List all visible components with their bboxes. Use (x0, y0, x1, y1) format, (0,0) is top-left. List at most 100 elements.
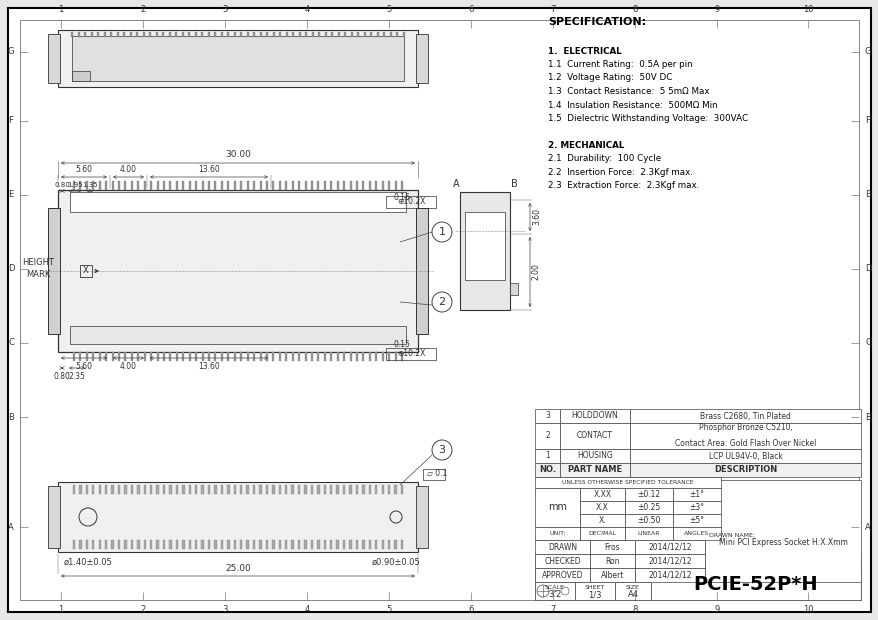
Bar (362, 485, 364, 494)
Bar (323, 352, 326, 361)
Bar (176, 540, 178, 549)
Bar (272, 540, 274, 549)
Bar (144, 181, 146, 190)
Bar (110, 32, 112, 37)
Bar (98, 181, 101, 190)
Bar (189, 181, 191, 190)
Bar (79, 352, 82, 361)
Bar (299, 32, 300, 37)
Bar (175, 32, 177, 37)
Bar (311, 485, 313, 494)
Bar (240, 32, 242, 37)
Text: 1: 1 (438, 227, 445, 237)
Bar (227, 540, 229, 549)
Bar (342, 352, 345, 361)
Bar (118, 181, 120, 190)
Text: 9: 9 (714, 6, 719, 14)
Bar (77, 32, 79, 37)
Bar (182, 540, 184, 549)
Bar (240, 540, 242, 549)
Text: 3: 3 (544, 412, 550, 420)
Bar (117, 32, 119, 37)
Text: 1.2  Voltage Rating:  50V DC: 1.2 Voltage Rating: 50V DC (547, 74, 672, 82)
Bar (387, 540, 390, 549)
Bar (259, 352, 262, 361)
Bar (673, 514, 720, 527)
Bar (630, 449, 860, 463)
Bar (169, 540, 171, 549)
Text: 13.60: 13.60 (198, 362, 220, 371)
Bar (150, 485, 152, 494)
Text: B: B (864, 412, 870, 422)
Text: 1.  ELECTRICAL: 1. ELECTRICAL (547, 46, 621, 56)
Text: SHEET: SHEET (584, 585, 604, 590)
Bar (253, 352, 255, 361)
Bar (70, 326, 406, 344)
Bar (234, 181, 235, 190)
Text: 7: 7 (550, 6, 555, 14)
Bar (84, 32, 86, 37)
Bar (350, 32, 353, 37)
Bar (325, 32, 327, 37)
Bar (304, 352, 306, 361)
Text: CHECKED: CHECKED (543, 557, 580, 565)
Text: F: F (9, 117, 13, 125)
Text: 3: 3 (222, 6, 227, 14)
Bar (336, 352, 338, 361)
Bar (71, 32, 73, 37)
Bar (80, 265, 92, 277)
Text: 10: 10 (802, 6, 813, 14)
Bar (535, 409, 559, 423)
Text: 13.60: 13.60 (198, 165, 220, 174)
Bar (284, 540, 287, 549)
Bar (112, 540, 113, 549)
Bar (370, 32, 372, 37)
Bar (349, 352, 351, 361)
Bar (201, 352, 204, 361)
Text: UNLESS OTHERWISE SPECIFIED TOLERANCE: UNLESS OTHERWISE SPECIFIED TOLERANCE (562, 480, 693, 485)
Bar (265, 540, 268, 549)
Bar (304, 485, 306, 494)
Bar (589, 554, 634, 568)
Bar (579, 501, 624, 514)
Bar (362, 181, 364, 190)
Text: HOLDDOWN: HOLDDOWN (571, 412, 617, 420)
Bar (259, 181, 262, 190)
Bar (559, 409, 630, 423)
Bar (624, 527, 673, 540)
Bar (189, 485, 191, 494)
Bar (630, 409, 860, 423)
Bar (673, 501, 720, 514)
Bar (330, 352, 332, 361)
Bar (79, 181, 82, 190)
Text: 0.15: 0.15 (393, 340, 410, 350)
Bar (394, 485, 396, 494)
Text: Brass C2680, Tin Plated: Brass C2680, Tin Plated (699, 412, 790, 420)
Bar (105, 181, 107, 190)
Bar (356, 540, 357, 549)
Text: DRAWN: DRAWN (547, 542, 576, 552)
Text: PART NAME: PART NAME (567, 466, 622, 474)
Bar (362, 352, 364, 361)
Bar (246, 540, 248, 549)
Bar (48, 208, 60, 334)
Bar (356, 352, 357, 361)
Bar (336, 540, 339, 549)
Text: 1: 1 (58, 606, 63, 614)
Text: 2014/12/12: 2014/12/12 (647, 542, 691, 552)
Bar (131, 540, 133, 549)
Bar (137, 181, 139, 190)
Text: NO.: NO. (538, 466, 556, 474)
Bar (124, 540, 126, 549)
Bar (201, 485, 204, 494)
Bar (201, 540, 204, 549)
Bar (673, 527, 720, 540)
Bar (253, 181, 255, 190)
Text: E: E (864, 190, 869, 200)
Bar (266, 32, 268, 37)
Text: 2: 2 (140, 6, 146, 14)
Bar (259, 485, 262, 494)
Bar (104, 32, 105, 37)
Text: C: C (864, 339, 870, 347)
Bar (156, 540, 159, 549)
